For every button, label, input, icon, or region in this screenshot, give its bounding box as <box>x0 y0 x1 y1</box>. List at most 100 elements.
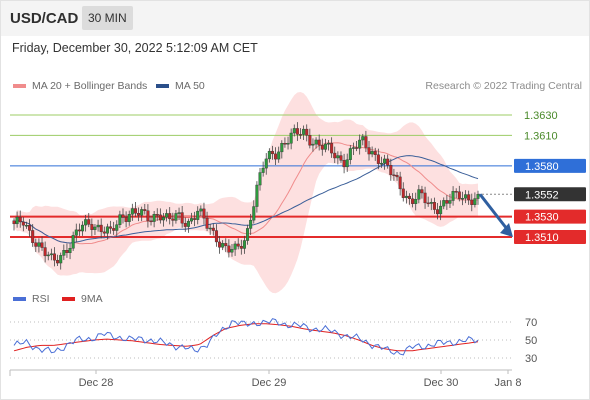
research-credit: Research © 2022 Trading Central <box>425 80 582 92</box>
ma20-swatch <box>13 84 26 89</box>
candle-body <box>49 253 53 256</box>
candle-body <box>255 184 259 207</box>
level-label-2: 1.3580 <box>525 161 559 173</box>
timeframe-badge[interactable]: 30 MIN <box>82 6 133 30</box>
level-label-5: 1.3510 <box>525 232 559 244</box>
candle-body <box>436 209 440 215</box>
candle-body <box>71 235 75 249</box>
candle-body <box>411 198 415 204</box>
candle-body <box>292 128 296 134</box>
legend-rsi-ma-label: 9MA <box>81 293 103 305</box>
candle-body <box>379 162 383 165</box>
forecast-arrowhead <box>500 223 513 237</box>
candle-body <box>105 226 109 234</box>
candle-body <box>62 250 66 256</box>
candle-body <box>383 158 387 164</box>
candle-body <box>398 176 402 190</box>
candle-body <box>302 128 306 135</box>
candle-body <box>149 220 153 223</box>
candle-body <box>342 160 346 168</box>
candle-body <box>31 230 35 243</box>
candle-body <box>320 145 324 150</box>
candle-body <box>442 200 446 207</box>
candle-body <box>230 249 234 253</box>
legend-rsi-ma: 9MA <box>62 293 103 305</box>
candle-body <box>323 143 327 150</box>
candle-body <box>180 212 184 224</box>
level-tag-4 <box>514 209 586 224</box>
candle-body <box>102 231 106 234</box>
candle-body <box>227 245 231 253</box>
rsi-line <box>13 318 479 356</box>
candle-body <box>15 216 19 225</box>
candle-body <box>445 200 449 204</box>
candle-body <box>473 198 477 205</box>
candle-body <box>311 143 315 146</box>
candle-body <box>345 159 349 168</box>
candle-body <box>161 217 165 221</box>
ma20-line <box>13 142 479 245</box>
candle-body <box>93 226 97 230</box>
candle-body <box>242 240 246 249</box>
level-tag-5 <box>514 230 586 244</box>
candle-body <box>423 192 427 204</box>
candle-body <box>476 194 480 199</box>
candle-body <box>56 259 60 264</box>
x-tick-label-1: Dec 29 <box>252 377 287 389</box>
candle-body <box>140 209 144 216</box>
candle-body <box>99 224 103 233</box>
candle-body <box>193 218 197 220</box>
candle-body <box>205 217 209 229</box>
candle-body <box>211 227 215 231</box>
level-label-4: 1.3530 <box>525 212 559 224</box>
candle-body <box>52 253 56 261</box>
candle-body <box>258 172 262 186</box>
candle-body <box>81 224 85 232</box>
candle-body <box>467 194 471 201</box>
candle-body <box>364 136 368 148</box>
candle-body <box>367 147 371 155</box>
candle-body <box>109 226 113 229</box>
x-tick-label-0: Dec 28 <box>79 377 114 389</box>
candle-body <box>392 174 396 177</box>
candle-body <box>199 208 203 212</box>
candle-body <box>59 255 63 264</box>
candle-body <box>361 136 365 141</box>
candle-body <box>87 219 91 225</box>
candle-body <box>177 212 181 214</box>
candle-body <box>239 246 243 249</box>
candle-body <box>429 202 433 204</box>
candle-body <box>264 158 268 169</box>
candle-body <box>460 198 464 200</box>
candle-body <box>261 167 265 173</box>
candle-body <box>133 208 137 214</box>
candle-body <box>327 143 331 145</box>
candle-body <box>127 214 131 222</box>
candle-body <box>401 188 405 198</box>
candle-body <box>395 174 399 178</box>
candle-body <box>252 206 256 221</box>
candle-body <box>426 202 430 205</box>
candle-body <box>18 216 22 223</box>
candle-body <box>196 210 200 220</box>
rsi-level-label-70: 70 <box>525 317 537 329</box>
candle-body <box>202 208 206 219</box>
candle-body <box>289 132 293 144</box>
candle-body <box>43 247 47 257</box>
candle-body <box>336 155 340 159</box>
ma50-line <box>13 155 479 244</box>
candle-body <box>404 195 408 198</box>
ma50-swatch <box>156 84 169 89</box>
candle-body <box>274 153 278 160</box>
candle-body <box>448 200 452 204</box>
candle-body <box>24 225 28 227</box>
candle-body <box>339 155 343 161</box>
candle-body <box>286 143 290 145</box>
candle-body <box>68 248 72 253</box>
chart-datetime: Friday, December 30, 2022 5:12:09 AM CET <box>12 41 258 55</box>
candle-body <box>40 242 44 248</box>
candle-body <box>143 209 147 211</box>
candle-body <box>351 147 355 149</box>
candle-body <box>155 214 159 216</box>
